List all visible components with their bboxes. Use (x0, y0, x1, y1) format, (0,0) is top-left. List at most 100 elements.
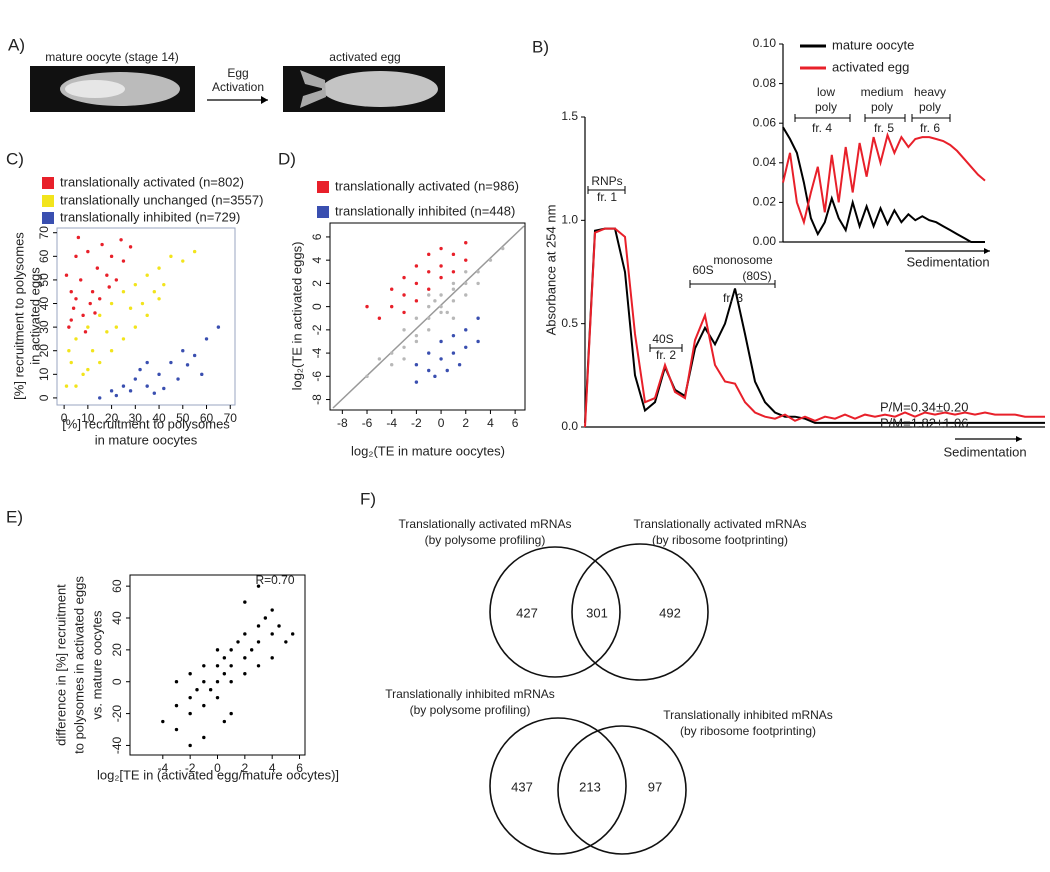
y-tick-label: 0.06 (753, 115, 777, 129)
point (414, 316, 419, 320)
x-axis-label: log₂(TE in mature oocytes) (351, 443, 505, 458)
legend-swatch (317, 181, 329, 193)
point (256, 640, 261, 644)
point (145, 360, 149, 365)
y-axis-label: [%] recruitment to polysomes (11, 232, 26, 400)
point (138, 367, 142, 372)
point (229, 680, 233, 684)
point (64, 384, 69, 388)
point (192, 249, 197, 254)
point (451, 299, 456, 303)
point (181, 349, 185, 353)
y-tick-label: 0.08 (753, 76, 777, 90)
x-tick-label: 4 (487, 416, 494, 430)
x-axis-label: [%] recruitment to polysomes (62, 416, 230, 431)
legend-label: translationally unchanged (n=3557) (60, 192, 263, 207)
point (208, 687, 213, 692)
x-tick-label: 6 (512, 416, 519, 430)
point (249, 648, 254, 652)
point (145, 273, 149, 277)
point (457, 363, 462, 367)
annotation: monosome (713, 253, 773, 267)
point (439, 357, 443, 361)
point (402, 357, 406, 361)
x-tick-label: -4 (157, 761, 168, 775)
point (290, 632, 295, 636)
point (445, 368, 449, 373)
x-tick-label: 4 (269, 761, 276, 775)
y-tick-label: 60 (37, 249, 51, 263)
legend-label: translationally activated (n=986) (335, 178, 519, 193)
annotation: fr. 3 (723, 291, 743, 305)
point (427, 304, 431, 309)
point (229, 664, 233, 668)
point (128, 245, 133, 249)
point (451, 351, 456, 355)
y-tick-label: 20 (110, 643, 124, 657)
point (488, 258, 493, 262)
point (93, 311, 97, 315)
point (202, 664, 206, 668)
point (86, 325, 90, 329)
point (121, 384, 126, 388)
y-tick-label: 6 (310, 233, 324, 240)
x-tick-label: -2 (185, 761, 196, 775)
panel-label: D) (278, 149, 296, 168)
y-tick-label: 0.04 (753, 155, 777, 169)
point (414, 363, 419, 367)
arrow-label: Activation (212, 80, 264, 94)
point (69, 318, 73, 322)
y-tick-label: 30 (37, 320, 51, 334)
y-tick-label: 0.0 (561, 419, 578, 433)
point (188, 695, 192, 700)
y-axis-label: to polysomes in activated eggs (71, 576, 86, 754)
venn-label: (by ribosome footprinting) (680, 724, 816, 738)
y-tick-label: 4 (310, 257, 324, 264)
point (427, 270, 431, 274)
panel-label: B) (532, 37, 549, 56)
oocyte-shape (65, 80, 125, 98)
legend-swatch (42, 195, 54, 207)
point (145, 384, 149, 388)
point (402, 345, 406, 349)
annotation: low (817, 85, 835, 99)
y-axis-label: log₂(TE in activated eggs) (289, 242, 304, 391)
point (215, 648, 220, 652)
point (390, 287, 394, 291)
point (202, 680, 206, 684)
point (204, 337, 209, 341)
point (109, 301, 114, 306)
point (365, 304, 369, 309)
point (71, 306, 76, 310)
annotation: RNPs (591, 174, 622, 188)
y-tick-label: 10 (37, 367, 51, 381)
point (451, 287, 456, 291)
point (439, 310, 443, 315)
point (200, 372, 204, 377)
panel-label: F) (360, 489, 376, 508)
x-axis-label: Sedimentation (943, 444, 1026, 459)
point (69, 290, 73, 294)
point (74, 337, 78, 341)
y-tick-label: 0 (110, 678, 124, 685)
point (402, 275, 406, 280)
point (83, 330, 88, 334)
point (427, 293, 431, 297)
y-tick-label: 40 (110, 611, 124, 625)
point (157, 297, 161, 301)
fraction-bracket (794, 114, 851, 122)
point (74, 297, 78, 301)
fraction-bracket (649, 344, 683, 352)
point (414, 380, 419, 384)
point (128, 306, 133, 310)
point (236, 640, 240, 644)
point (176, 377, 180, 381)
panel-label: A) (8, 35, 25, 54)
point (157, 266, 161, 270)
point (74, 384, 78, 388)
point (90, 290, 95, 294)
plot-frame (329, 222, 526, 411)
arrow-head (984, 248, 990, 254)
point (128, 389, 133, 393)
point (109, 349, 114, 353)
